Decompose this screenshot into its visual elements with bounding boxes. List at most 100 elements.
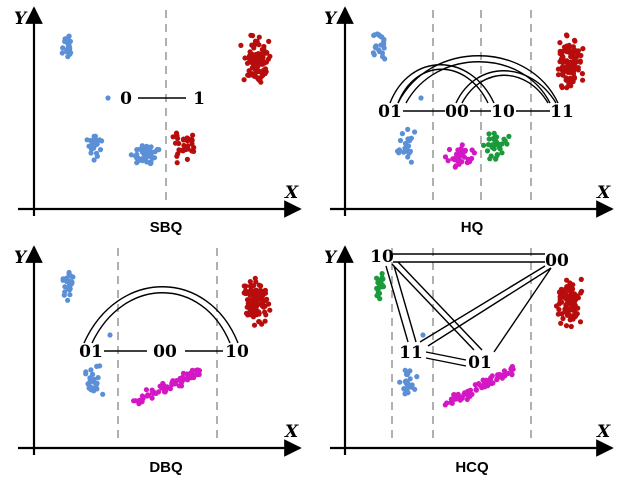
x-axis-label: X xyxy=(284,422,299,442)
scatter-point xyxy=(60,276,66,282)
scatter-point xyxy=(256,34,262,40)
scatter-point xyxy=(372,44,378,50)
scatter-point xyxy=(149,395,155,401)
isolated-point xyxy=(107,332,113,338)
cluster-green xyxy=(481,130,512,162)
scatter-point xyxy=(245,72,251,78)
code-label-00: 00 xyxy=(445,102,469,122)
scatter-point xyxy=(575,295,582,301)
scatter-point xyxy=(402,379,408,385)
scatter-point xyxy=(172,140,179,146)
scatter-point xyxy=(251,283,257,289)
scatter-point xyxy=(451,392,457,398)
scatter-point xyxy=(193,367,199,373)
scatter-point xyxy=(565,295,572,302)
code-edge xyxy=(391,263,475,351)
scatter-point xyxy=(455,391,461,397)
scatter-point xyxy=(147,149,153,156)
scatter-point xyxy=(180,370,187,376)
cluster-blue-top xyxy=(60,269,76,303)
scatter-point xyxy=(255,63,261,69)
code-label-00: 00 xyxy=(153,342,177,362)
scatter-point xyxy=(260,304,267,310)
code-arc xyxy=(91,292,231,344)
scatter-point xyxy=(482,384,488,390)
scatter-point xyxy=(256,53,263,59)
scatter-point xyxy=(88,150,94,156)
scatter-point xyxy=(185,143,191,149)
code-edge xyxy=(425,357,467,367)
scatter-point xyxy=(578,276,584,282)
scatter-point xyxy=(174,153,180,159)
panel-title: DBQ xyxy=(149,459,183,476)
code-edge xyxy=(419,265,546,343)
scatter-point xyxy=(259,69,265,75)
scatter-point xyxy=(184,377,191,383)
code-label-10: 10 xyxy=(370,247,394,267)
scatter-point xyxy=(579,71,586,77)
scatter-point xyxy=(251,293,257,299)
scatter-point xyxy=(261,291,267,297)
cluster-magenta xyxy=(442,142,477,170)
scatter-point xyxy=(251,60,257,67)
cluster-blue-left xyxy=(84,133,105,163)
scatter-point xyxy=(256,309,262,316)
scatter-point xyxy=(67,38,73,45)
scatter-point xyxy=(560,315,566,322)
code-label-01: 01 xyxy=(468,353,492,373)
panel-hq: 01 00 10 11 Y X HQ xyxy=(324,6,614,236)
isolated-point xyxy=(420,332,426,338)
scatter-point xyxy=(60,45,66,51)
scatter-point xyxy=(374,275,380,281)
scatter-point xyxy=(572,38,578,44)
scatter-point xyxy=(97,363,103,369)
scatter-point xyxy=(568,83,574,89)
scatter-point xyxy=(105,95,111,101)
scatter-point xyxy=(93,150,100,156)
cluster-blue-left xyxy=(394,126,418,165)
scatter-point xyxy=(262,298,268,304)
scatter-point xyxy=(95,375,101,381)
scatter-point xyxy=(160,380,166,387)
scatter-point xyxy=(150,155,156,161)
scatter-point xyxy=(572,314,578,320)
scatter-point xyxy=(403,141,409,147)
x-axis-label: X xyxy=(596,422,611,442)
scatter-point xyxy=(557,48,563,55)
scatter-point xyxy=(501,136,507,142)
scatter-point xyxy=(65,43,71,49)
scatter-point xyxy=(176,383,182,389)
code-label-00: 00 xyxy=(545,251,569,271)
scatter-point xyxy=(136,397,143,403)
scatter-point xyxy=(397,137,404,144)
scatter-point xyxy=(381,41,387,47)
scatter-point xyxy=(189,370,195,376)
scatter-point xyxy=(450,156,456,162)
scatter-point xyxy=(135,158,141,164)
scatter-point xyxy=(570,302,576,308)
scatter-point xyxy=(445,158,451,164)
cluster-blue-bottom xyxy=(128,143,162,167)
x-axis-label: X xyxy=(284,183,299,203)
scatter-point xyxy=(408,159,414,165)
scatter-point xyxy=(494,152,500,158)
scatter-point xyxy=(180,136,187,142)
code-arc xyxy=(397,68,489,104)
scatter-point xyxy=(564,58,570,64)
scatter-point xyxy=(562,287,568,293)
scatter-point xyxy=(564,85,570,91)
scatter-point xyxy=(557,294,563,300)
code-edge xyxy=(425,351,467,361)
scatter-point xyxy=(139,149,146,155)
scatter-point xyxy=(484,148,491,154)
code-label-1: 1 xyxy=(193,89,205,109)
scatter-point xyxy=(247,49,253,55)
scatter-point xyxy=(405,384,411,391)
scatter-point xyxy=(251,310,257,316)
code-label-01: 01 xyxy=(79,342,103,362)
scatter-point xyxy=(557,40,563,46)
scatter-point xyxy=(153,390,159,396)
scatter-point xyxy=(144,159,150,165)
scatter-point xyxy=(420,332,426,338)
